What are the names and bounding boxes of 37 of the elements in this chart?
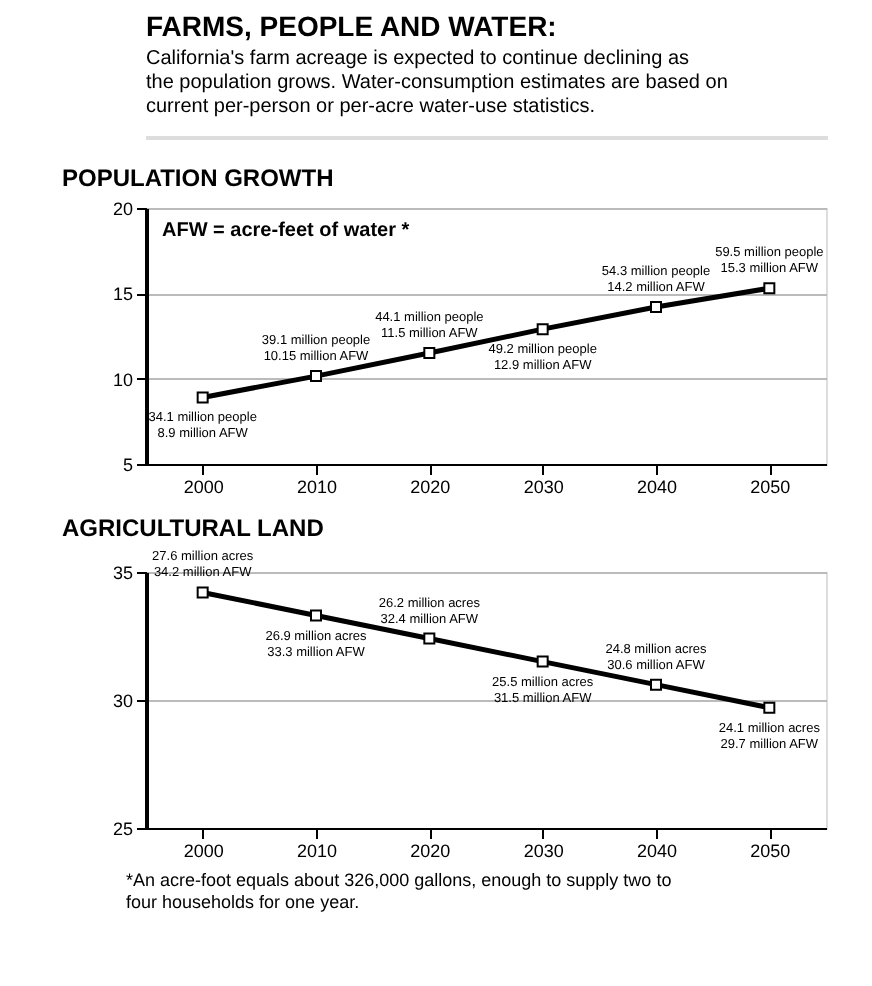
x-tick-label: 2000	[183, 477, 224, 497]
y-tick-label: 35	[112, 563, 133, 583]
x-tick-label: 2010	[296, 841, 338, 861]
point	[536, 655, 549, 668]
x-tick-label: 2010	[296, 477, 338, 497]
y-tick-label: 15	[112, 284, 133, 305]
point	[763, 701, 776, 714]
x-tick-label: 2030	[523, 841, 564, 861]
text: FARMS, PEOPLE AND WATER:	[146, 10, 557, 42]
x-tick-label: 2020	[410, 841, 451, 861]
y-tick-label: 25	[112, 819, 133, 839]
point	[196, 586, 209, 599]
text: *An acre-foot equals about 326,000 gallons, enough to supply two to four households for one year.	[126, 870, 672, 912]
x-tick-label: 2000	[183, 841, 224, 861]
x-tick-label: 2030	[523, 477, 564, 497]
point	[536, 323, 549, 336]
x-tick-label: 2050	[750, 841, 791, 861]
x-tick-label: 2040	[636, 477, 678, 497]
point	[196, 391, 209, 404]
chart-title: AGRICULTURAL LAND	[61, 514, 325, 543]
point	[650, 300, 662, 313]
x-tick-label: 2050	[750, 477, 791, 497]
point	[763, 282, 776, 295]
point	[650, 678, 662, 691]
point	[310, 370, 322, 383]
text: California's farm acreage is expected to continue declining as the population grows. Water-consumption estimates are based on current per-person or per-acre water-use statistics.	[146, 48, 728, 118]
point	[310, 609, 322, 622]
y-tick-label: 20	[112, 199, 133, 219]
point	[423, 347, 436, 360]
y-tick-label: 30	[112, 691, 133, 711]
y-tick-label: 10	[112, 369, 133, 390]
y-tick-label: 5	[122, 455, 133, 475]
point	[423, 632, 436, 645]
annotation: AFW = acre-feet of water *	[162, 220, 410, 242]
chart-title: POPULATION GROWTH	[61, 164, 334, 192]
x-tick-label: 2020	[410, 477, 451, 497]
x-tick-label: 2040	[636, 841, 678, 861]
